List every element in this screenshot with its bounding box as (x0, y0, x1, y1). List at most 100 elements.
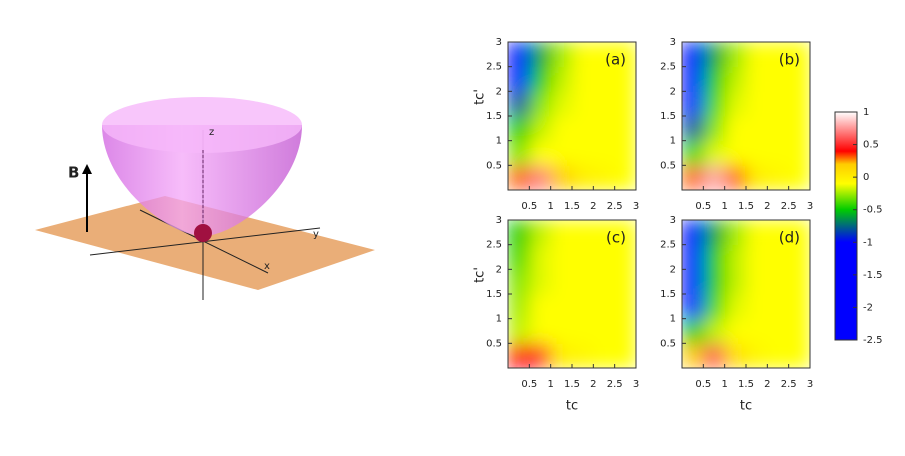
heat-cell (682, 91, 704, 117)
heat-cell (682, 42, 704, 68)
colorbar (834, 111, 858, 341)
x-tick-label: 2 (590, 379, 596, 390)
heat-cell (550, 244, 573, 270)
heat-cell (682, 294, 704, 320)
x-axis-label: tc (740, 399, 752, 414)
heat-cell (767, 140, 790, 166)
heat-cell (746, 343, 768, 368)
colorbar-tick-label: -1.5 (863, 270, 883, 281)
heat-cell (767, 42, 790, 68)
y-tick-label: 2 (496, 264, 502, 275)
heat-cell (724, 294, 747, 320)
heat-cell (593, 269, 616, 295)
heat-cells (682, 220, 810, 368)
heat-cell (508, 42, 530, 68)
heat-cell (529, 140, 552, 166)
heat-cell (703, 269, 726, 295)
colorbar-tick-label: -2 (863, 302, 873, 313)
heat-cell (767, 318, 790, 344)
x-tick-label: 1 (721, 379, 727, 390)
y-axis-label: tc' (473, 267, 488, 283)
heat-cell (746, 294, 768, 320)
heat-cell (550, 220, 573, 246)
heat-cell (614, 220, 636, 246)
x-tick-label: 0.5 (521, 201, 537, 212)
heat-cell (572, 343, 594, 368)
heat-cell (767, 165, 790, 190)
heat-cell (508, 343, 530, 368)
heat-cell (614, 343, 636, 368)
heat-cell (550, 66, 573, 92)
heat-cell (529, 42, 552, 68)
heatmap (682, 42, 810, 190)
colorbar-tick-label: -0.5 (863, 205, 883, 216)
heat-cell (529, 116, 552, 142)
heat-cell (767, 66, 790, 92)
plane (35, 196, 375, 290)
heat-cell (550, 140, 573, 166)
heat-cell (593, 343, 616, 368)
x-tick-label: 1.5 (738, 379, 754, 390)
bowl-rim (102, 97, 302, 153)
heat-cell (614, 91, 636, 117)
y-tick-label: 2.5 (486, 240, 502, 251)
x-tick-label: 3 (807, 201, 813, 212)
heat-cell (508, 66, 530, 92)
heat-cell (682, 318, 704, 344)
y-tick-label: 2.5 (486, 62, 502, 73)
y-tick-label: 1 (670, 314, 676, 325)
heat-cell (682, 244, 704, 270)
heat-cell (550, 116, 573, 142)
heat-cells (508, 220, 636, 368)
heat-cell (767, 294, 790, 320)
heatmap (508, 220, 636, 368)
heat-cell (572, 220, 594, 246)
heat-cell (724, 165, 747, 190)
heat-cell (572, 91, 594, 117)
heat-cell (593, 140, 616, 166)
heat-cell (508, 116, 530, 142)
heat-cell (508, 140, 530, 166)
panel-label: (c) (606, 229, 626, 247)
heat-cell (593, 294, 616, 320)
heat-cell (788, 294, 810, 320)
z-label: z (209, 127, 214, 138)
heat-cell (788, 140, 810, 166)
heat-cell (746, 91, 768, 117)
y-tick-label: 0.5 (660, 160, 676, 171)
heat-cell (767, 116, 790, 142)
heat-cell (529, 318, 552, 344)
heat-cell (529, 244, 552, 270)
heat-cell (529, 66, 552, 92)
y-tick-label: 1.5 (486, 289, 502, 300)
y-tick-label: 1 (496, 136, 502, 147)
y-tick-label: 0.5 (660, 338, 676, 349)
heat-cell (508, 269, 530, 295)
y-label: y (313, 229, 319, 240)
heat-cell (572, 318, 594, 344)
heat-cell (572, 66, 594, 92)
heat-cell (788, 116, 810, 142)
x-tick-label: 2.5 (781, 201, 797, 212)
y-tick-label: 1 (670, 136, 676, 147)
heat-cell (746, 244, 768, 270)
heat-cell (550, 91, 573, 117)
x-tick-label: 1 (547, 379, 553, 390)
y-tick-label: 1.5 (660, 289, 676, 300)
heat-cell (788, 318, 810, 344)
heat-cell (682, 343, 704, 368)
heat-cell (529, 269, 552, 295)
heat-cell (508, 318, 530, 344)
x-tick-label: 2.5 (607, 201, 623, 212)
y-tick-label: 2 (496, 86, 502, 97)
heat-cell (550, 294, 573, 320)
y-tick-label: 1.5 (660, 111, 676, 122)
heat-cell (788, 244, 810, 270)
heat-cell (508, 165, 530, 190)
x-tick-label: 0.5 (695, 201, 711, 212)
arrow-head (82, 164, 92, 174)
heat-cell (746, 66, 768, 92)
x-tick-label: 2 (590, 201, 596, 212)
heat-cell (703, 116, 726, 142)
y-tick-label: 3 (496, 37, 502, 48)
